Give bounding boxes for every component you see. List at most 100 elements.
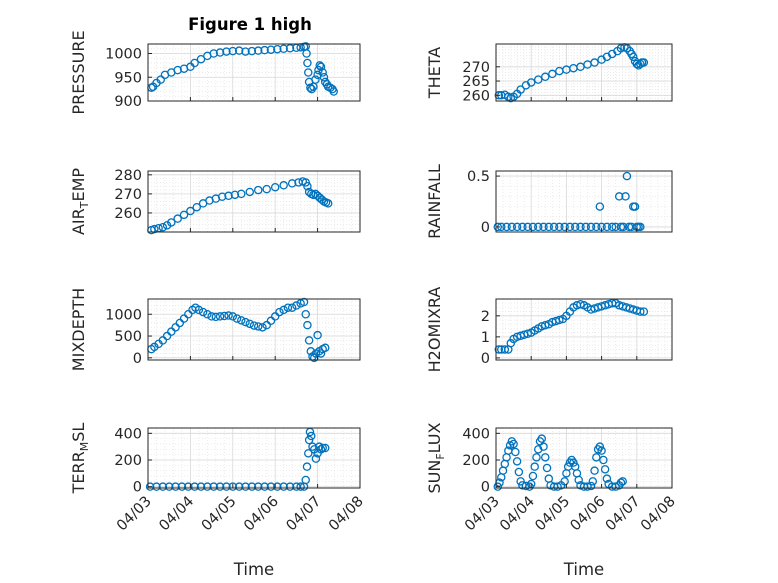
y-axis-label: RAINFALL	[425, 164, 444, 239]
y-tick-label: 1000	[105, 307, 142, 323]
data-point	[287, 303, 297, 312]
data-point	[618, 477, 627, 486]
data-point	[175, 318, 185, 328]
data-point	[283, 303, 293, 312]
data-point	[262, 320, 271, 330]
data-point	[560, 477, 569, 486]
y-axis-label: PRESSURE	[69, 30, 88, 114]
data-point	[228, 482, 238, 491]
data-point	[329, 87, 338, 96]
data-point	[586, 222, 596, 232]
data-point	[512, 457, 522, 466]
y-tick-label: 0	[133, 351, 142, 367]
x-tick-label: 04/08	[638, 494, 679, 535]
panel-pressure: 900 950 1000 PRESSURE	[69, 30, 361, 115]
axes-box	[147, 298, 361, 361]
panel-mixdepth: 0 500 1000 MIXDEPTH	[69, 288, 361, 371]
y-tick-label: 900	[114, 94, 142, 110]
data-point	[152, 482, 161, 491]
data-point	[581, 222, 591, 232]
data-point	[241, 47, 250, 56]
data-point	[302, 49, 311, 58]
plot-area	[496, 428, 672, 488]
data-point	[639, 58, 649, 67]
x-tick-label: 04/08	[326, 494, 367, 535]
data-point	[262, 184, 271, 194]
axes-box	[147, 170, 361, 233]
data-point	[516, 477, 525, 486]
data-point	[211, 312, 221, 322]
data-point	[279, 482, 288, 491]
y-tick-label: 400	[462, 426, 490, 442]
data-point	[234, 46, 244, 55]
data-point	[194, 305, 204, 315]
series-sun_flux	[493, 434, 627, 491]
data-point	[179, 210, 189, 220]
data-point	[528, 222, 538, 232]
data-point	[253, 46, 263, 55]
data-point	[279, 305, 288, 315]
y-axis-label: H2OMIXRA	[425, 287, 444, 373]
data-point	[228, 46, 238, 56]
y-tick-label: 0	[133, 480, 142, 496]
x-tick-label: 04/03	[114, 494, 155, 535]
data-point	[622, 44, 632, 53]
data-point	[493, 482, 503, 491]
data-point	[569, 458, 578, 467]
data-point	[494, 91, 504, 100]
data-point	[253, 185, 263, 195]
y-axis-label: MIXDEPTH	[69, 288, 88, 371]
data-point	[304, 68, 313, 77]
data-point	[173, 214, 182, 223]
data-point	[583, 482, 592, 491]
data-point	[164, 482, 174, 491]
y-tick-label: 0	[481, 220, 490, 236]
data-point	[247, 46, 257, 56]
y-tick-label: 0	[481, 351, 490, 367]
data-point	[622, 171, 632, 181]
series-terr_msl	[145, 427, 330, 491]
data-point	[523, 329, 532, 338]
x-tick-label: 04/04	[156, 494, 197, 535]
data-point	[636, 222, 645, 232]
data-point	[253, 482, 263, 491]
y-tick-label: 260	[114, 206, 142, 222]
data-point	[162, 221, 172, 230]
data-point	[190, 58, 199, 68]
data-point	[316, 62, 326, 72]
data-point	[576, 300, 585, 309]
data-point	[266, 316, 276, 326]
panel-h2omixra: 0 1 2 H2OMIXRA	[425, 287, 673, 373]
data-point	[292, 301, 301, 310]
data-point	[544, 222, 554, 232]
data-point	[521, 481, 531, 491]
data-point	[316, 349, 326, 358]
data-point	[592, 222, 601, 232]
data-point	[541, 321, 550, 330]
x-axis-label: Time	[563, 560, 604, 579]
data-point	[184, 309, 193, 319]
data-point	[279, 181, 288, 190]
data-point	[595, 442, 605, 451]
x-tick-label: 04/06	[241, 494, 282, 535]
data-point	[616, 222, 626, 232]
data-point	[512, 222, 522, 232]
series-pressure	[147, 42, 338, 96]
data-point	[245, 319, 255, 329]
data-point	[599, 455, 608, 465]
data-point	[217, 192, 227, 201]
data-point	[318, 443, 327, 453]
data-point	[302, 462, 312, 471]
data-point	[502, 222, 511, 232]
data-point	[616, 478, 626, 487]
data-point	[539, 222, 548, 232]
data-point	[555, 222, 564, 232]
data-point	[232, 314, 242, 323]
data-point	[511, 447, 520, 457]
y-tick-label: 200	[114, 453, 142, 469]
y-tick-label: 400	[114, 426, 142, 442]
data-point	[234, 482, 244, 491]
data-point	[190, 482, 199, 491]
panel-air_temp: 260 270 280 AIRTEMP	[69, 168, 361, 235]
data-point	[285, 44, 295, 53]
